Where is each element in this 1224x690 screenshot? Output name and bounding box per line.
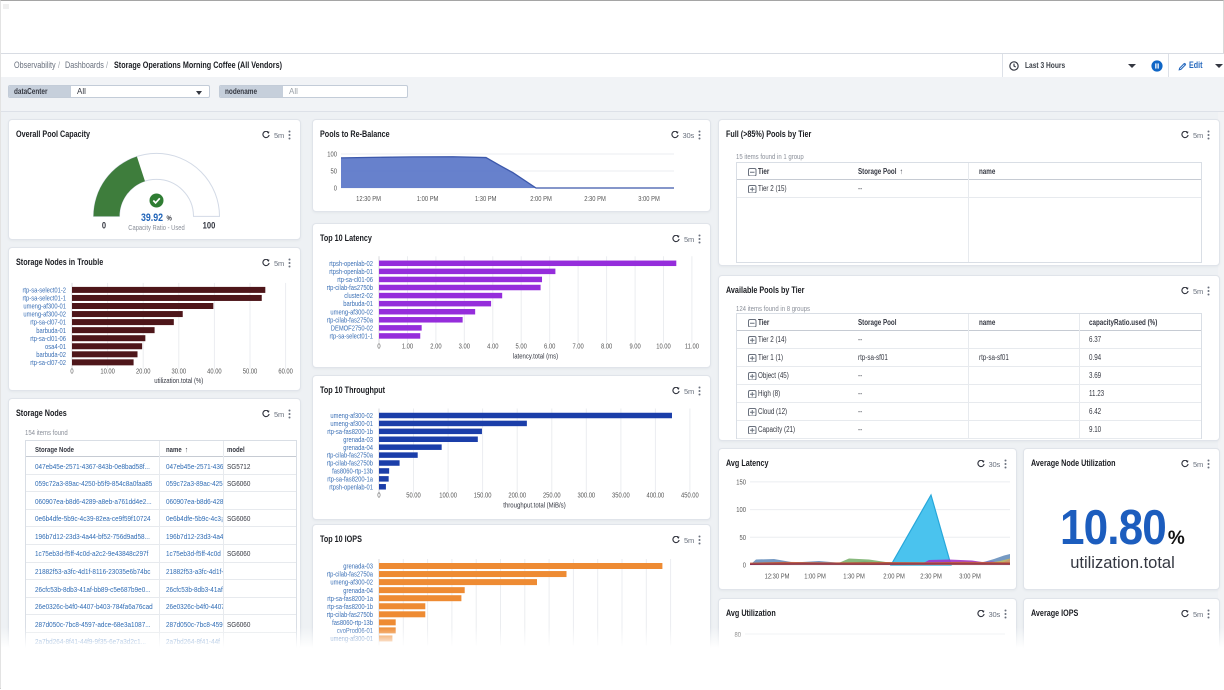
svg-text:fas8060-rtp-13b: fas8060-rtp-13b [332,467,373,476]
svg-text:1:30 PM: 1:30 PM [843,572,865,581]
svg-text:rtp-sa-cl01-06: rtp-sa-cl01-06 [30,334,66,343]
svg-text:200.00: 200.00 [508,491,526,500]
svg-text:1:30 PM: 1:30 PM [475,194,497,203]
svg-text:latency.total (ms): latency.total (ms) [513,352,558,361]
svg-text:100.00: 100.00 [439,491,457,500]
svg-text:DEMOF2750-02: DEMOF2750-02 [331,324,373,333]
svg-text:8.00: 8.00 [601,342,612,351]
svg-text:umeng-af300-01: umeng-af300-01 [23,302,66,311]
svg-text:50: 50 [331,167,338,176]
svg-text:umeng-af300-01: umeng-af300-01 [330,419,373,428]
svg-text:5.00: 5.00 [516,342,527,351]
svg-text:2.00: 2.00 [430,342,441,351]
svg-text:6.00: 6.00 [544,342,555,351]
svg-text:350.00: 350.00 [612,491,630,500]
svg-text:400.00: 400.00 [647,491,665,500]
svg-text:60.00: 60.00 [278,367,293,376]
svg-text:umeng-af300-02: umeng-af300-02 [23,310,66,319]
svg-text:20.00: 20.00 [136,367,151,376]
svg-text:2:00 PM: 2:00 PM [883,572,905,581]
svg-text:80: 80 [735,630,742,639]
svg-text:rtp-cilab-fas2750b: rtp-cilab-fas2750b [327,283,373,292]
svg-text:0: 0 [102,221,106,232]
svg-text:rtp-cilab-fas2750b: rtp-cilab-fas2750b [327,610,373,619]
svg-text:utilization.total (%): utilization.total (%) [154,376,203,385]
svg-text:rtpsh-openlab-01: rtpsh-openlab-01 [329,482,373,491]
svg-text:450.00: 450.00 [681,491,699,500]
svg-text:osa4-01: osa4-01 [45,342,66,351]
svg-text:grenada-03: grenada-03 [343,562,373,571]
svg-text:cluster2-02: cluster2-02 [344,291,373,300]
svg-text:umeng-af300-02: umeng-af300-02 [330,578,373,587]
svg-text:2:00 PM: 2:00 PM [530,194,552,203]
svg-text:rtp-sa-select01-2: rtp-sa-select01-2 [23,286,67,295]
svg-text:50.00: 50.00 [406,491,421,500]
svg-text:rtp-sa-select01-1: rtp-sa-select01-1 [23,294,67,303]
svg-text:0: 0 [334,184,337,193]
svg-text:4.00: 4.00 [487,342,498,351]
svg-text:0: 0 [743,561,746,570]
svg-text:1:00 PM: 1:00 PM [417,194,439,203]
svg-text:Capacity Ratio - Used: Capacity Ratio - Used [128,223,184,232]
svg-text:umeng-af300-02: umeng-af300-02 [330,307,373,316]
svg-text:3:00 PM: 3:00 PM [638,194,660,203]
svg-text:11.00: 11.00 [685,342,699,351]
svg-text:rtp-sa-fas8200-1a: rtp-sa-fas8200-1a [327,594,374,603]
svg-text:umeng-af300-01: umeng-af300-01 [330,634,373,643]
svg-text:1:00 PM: 1:00 PM [804,572,826,581]
svg-text:rtp-sa-cl07-01: rtp-sa-cl07-01 [30,318,66,327]
svg-text:10.00: 10.00 [656,342,671,351]
svg-text:3:00 PM: 3:00 PM [959,572,981,581]
svg-text:rtp-sa-fas8200-1b: rtp-sa-fas8200-1b [327,602,373,611]
svg-text:40.00: 40.00 [207,367,222,376]
svg-text:fas8060-rtp-13b: fas8060-rtp-13b [332,618,373,627]
svg-text:100: 100 [736,505,746,514]
svg-text:rtp-sa-cl07-02: rtp-sa-cl07-02 [30,358,66,367]
svg-text:9.00: 9.00 [629,342,640,351]
svg-text:barbuda-02: barbuda-02 [36,350,66,359]
svg-text:50.00: 50.00 [243,367,258,376]
svg-text:rtp-cilab-fas2750a: rtp-cilab-fas2750a [327,570,374,579]
svg-text:0: 0 [377,491,380,500]
svg-text:grenada-04: grenada-04 [343,443,373,452]
svg-text:39.92: 39.92 [141,212,163,224]
svg-text:rtpsh-openlab-02: rtpsh-openlab-02 [329,259,373,268]
svg-text:0: 0 [377,342,380,351]
svg-text:rtp-sa-select01-1: rtp-sa-select01-1 [330,332,374,341]
svg-text:2:30 PM: 2:30 PM [584,194,606,203]
svg-text:7.00: 7.00 [572,342,583,351]
svg-text:150: 150 [736,478,746,487]
svg-text:50: 50 [740,533,747,542]
svg-text:1.00: 1.00 [402,342,413,351]
svg-text:rtp-cilab-fas2750a: rtp-cilab-fas2750a [327,451,374,460]
svg-text:umeng-af300-02: umeng-af300-02 [330,411,373,420]
svg-text:rtp-sa-fas8200-1b: rtp-sa-fas8200-1b [327,427,373,436]
svg-text:10.00: 10.00 [100,367,115,376]
svg-text:12:30 PM: 12:30 PM [356,194,381,203]
svg-text:3.00: 3.00 [459,342,470,351]
svg-text:grenada-04: grenada-04 [343,586,373,595]
svg-text:250.00: 250.00 [543,491,561,500]
svg-text:300.00: 300.00 [577,491,595,500]
svg-text:2:30 PM: 2:30 PM [920,572,942,581]
svg-text:grenada-03: grenada-03 [343,435,373,444]
svg-text:100: 100 [203,221,216,232]
svg-text:0: 0 [70,367,73,376]
svg-text:rtp-cilab-fas2750b: rtp-cilab-fas2750b [327,459,373,468]
svg-text:150.00: 150.00 [474,491,492,500]
svg-text:rtp-cilab-fas2750a: rtp-cilab-fas2750a [327,315,374,324]
svg-text:%: % [167,214,173,223]
svg-text:100: 100 [327,150,337,159]
svg-text:barbuda-01: barbuda-01 [343,299,373,308]
svg-text:rtp-sa-fas8200-1a: rtp-sa-fas8200-1a [327,475,374,484]
svg-text:barbuda-01: barbuda-01 [36,326,66,335]
svg-text:throughput.total (MiB/s): throughput.total (MiB/s) [503,501,565,510]
svg-text:12:30 PM: 12:30 PM [765,572,790,581]
svg-text:rtpsh-openlab-01: rtpsh-openlab-01 [329,267,373,276]
svg-text:30.00: 30.00 [172,367,187,376]
svg-text:rtp-sa-cl01-06: rtp-sa-cl01-06 [337,275,373,284]
